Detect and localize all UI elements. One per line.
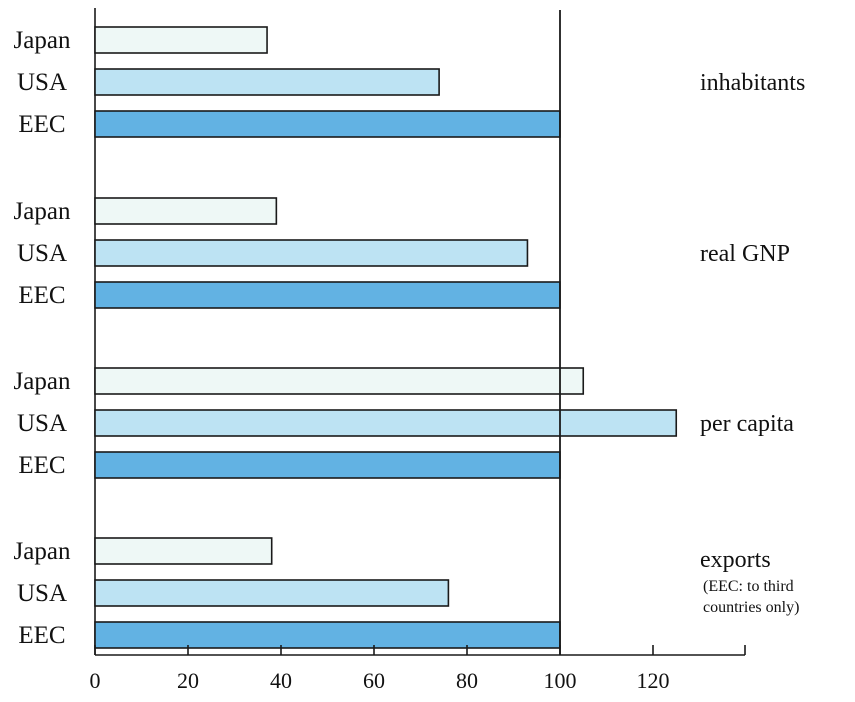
category-label: USA	[17, 240, 67, 267]
x-tick-label: 40	[270, 668, 292, 693]
bar-japan-0	[94, 26, 268, 54]
category-label: EEC	[18, 452, 65, 479]
bar-eec-2	[94, 451, 561, 479]
x-tick-label: 120	[637, 668, 670, 693]
bar-usa-3	[94, 579, 450, 607]
bar-japan-1	[94, 197, 278, 225]
category-label: Japan	[14, 198, 71, 225]
bar-usa-0	[94, 68, 440, 96]
category-label: USA	[17, 410, 67, 437]
category-label: Japan	[14, 538, 71, 565]
category-label: EEC	[18, 111, 65, 138]
bar-usa-2	[94, 409, 678, 437]
category-label: Japan	[14, 368, 71, 395]
group-note: (EEC: to third	[703, 578, 794, 595]
bar-eec-1	[94, 281, 561, 309]
bar-eec-0	[94, 110, 561, 138]
category-label: EEC	[18, 622, 65, 649]
bar-usa-1	[94, 239, 529, 267]
x-tick-label: 100	[544, 668, 577, 693]
group-label: exports	[700, 547, 771, 573]
category-label: USA	[17, 580, 67, 607]
group-label: real GNP	[700, 241, 790, 267]
bar-eec-3	[94, 621, 561, 649]
group-note: countries only)	[703, 599, 799, 616]
bar-japan-3	[94, 537, 273, 565]
group-label: inhabitants	[700, 70, 805, 96]
bar-japan-2	[94, 367, 585, 395]
category-label: USA	[17, 69, 67, 96]
group-label: per capita	[700, 411, 794, 437]
x-tick-label: 80	[456, 668, 478, 693]
category-label: EEC	[18, 282, 65, 309]
x-tick-label: 20	[177, 668, 199, 693]
category-label: Japan	[14, 27, 71, 54]
x-tick-label: 60	[363, 668, 385, 693]
x-tick-label: 0	[90, 668, 101, 693]
